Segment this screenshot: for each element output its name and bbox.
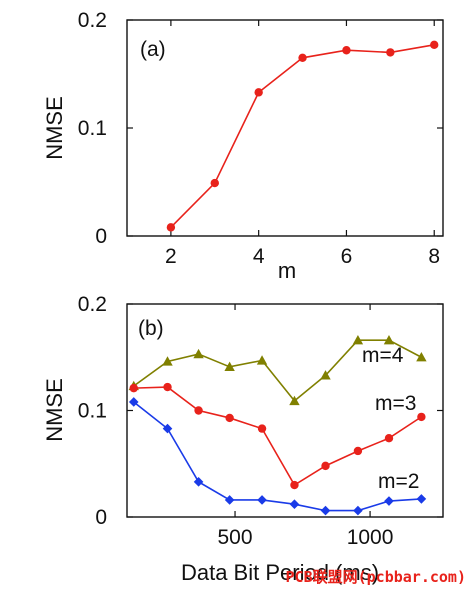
series-series xyxy=(166,40,439,232)
data-point xyxy=(224,361,235,371)
data-point xyxy=(162,423,173,434)
x-tick-label: 8 xyxy=(428,245,440,268)
panel-label: (a) xyxy=(140,38,166,61)
series-line xyxy=(133,339,422,403)
data-point xyxy=(193,477,204,487)
x-tick-label: 500 xyxy=(218,526,253,549)
data-point xyxy=(210,178,219,188)
series-m-2: m=2 xyxy=(128,397,427,516)
data-point xyxy=(163,382,172,392)
y-tick-label: 0 xyxy=(95,225,107,248)
x-tick-label: 2 xyxy=(165,245,177,268)
chart-panel-b: 500 1000 0 0.1 0.2 Data Bit Period (ms) NMSE (b… xyxy=(42,293,444,585)
data-point xyxy=(416,494,427,504)
data-point xyxy=(129,383,138,393)
x-tick-label: 6 xyxy=(341,245,353,268)
watermark-text: PCB联盟网(pcbbar.com) xyxy=(286,568,466,586)
data-point xyxy=(225,413,234,423)
series-label: m=3 xyxy=(375,392,416,415)
series-line xyxy=(133,386,422,487)
data-point xyxy=(320,505,331,516)
y-tick-label: 0.2 xyxy=(78,293,107,316)
data-point xyxy=(417,412,426,422)
data-point xyxy=(193,348,204,359)
data-point xyxy=(256,355,268,365)
data-point xyxy=(254,88,263,97)
x-axis-label: m xyxy=(278,258,296,283)
y-tick-label: 0.1 xyxy=(78,400,107,423)
data-point xyxy=(353,505,363,516)
series-label: m=2 xyxy=(378,470,419,493)
data-point xyxy=(128,397,139,407)
x-tick-label: 1000 xyxy=(347,526,394,549)
plot-frame xyxy=(126,19,444,237)
y-tick-label: 0 xyxy=(95,506,107,529)
data-point xyxy=(162,356,173,366)
data-point xyxy=(384,496,394,506)
series-m-3: m=3 xyxy=(129,382,426,490)
data-point xyxy=(289,395,300,406)
series-line xyxy=(133,401,422,512)
data-point xyxy=(166,223,176,232)
data-point xyxy=(290,480,299,490)
data-point xyxy=(430,40,439,50)
y-axis-label: NMSE xyxy=(42,96,67,160)
data-point xyxy=(224,495,235,505)
series-line xyxy=(170,44,435,228)
data-point xyxy=(386,48,395,57)
y-tick-label: 0.1 xyxy=(78,117,107,140)
data-point xyxy=(321,461,330,471)
data-point xyxy=(352,335,364,345)
data-point xyxy=(289,499,300,510)
panel-label: (b) xyxy=(138,317,164,340)
series-m-4: m=4 xyxy=(128,335,427,406)
y-tick-label: 0.2 xyxy=(78,9,107,32)
data-point xyxy=(416,352,427,362)
chart-panel-a: 2 4 6 8 0 0.1 0.2 m NMSE (a) xyxy=(42,9,444,283)
data-point xyxy=(257,424,267,433)
data-point xyxy=(383,335,395,345)
data-point xyxy=(257,495,267,505)
data-point xyxy=(384,433,394,443)
data-point xyxy=(194,406,203,415)
y-axis-label: NMSE xyxy=(42,378,67,442)
x-axis-label: Data Bit Period (ms) xyxy=(181,560,379,585)
data-point xyxy=(320,370,331,380)
data-point xyxy=(353,446,363,456)
x-tick-label: 4 xyxy=(253,245,265,268)
series-label: m=4 xyxy=(362,344,404,367)
data-point xyxy=(298,53,307,62)
data-point xyxy=(342,46,351,55)
